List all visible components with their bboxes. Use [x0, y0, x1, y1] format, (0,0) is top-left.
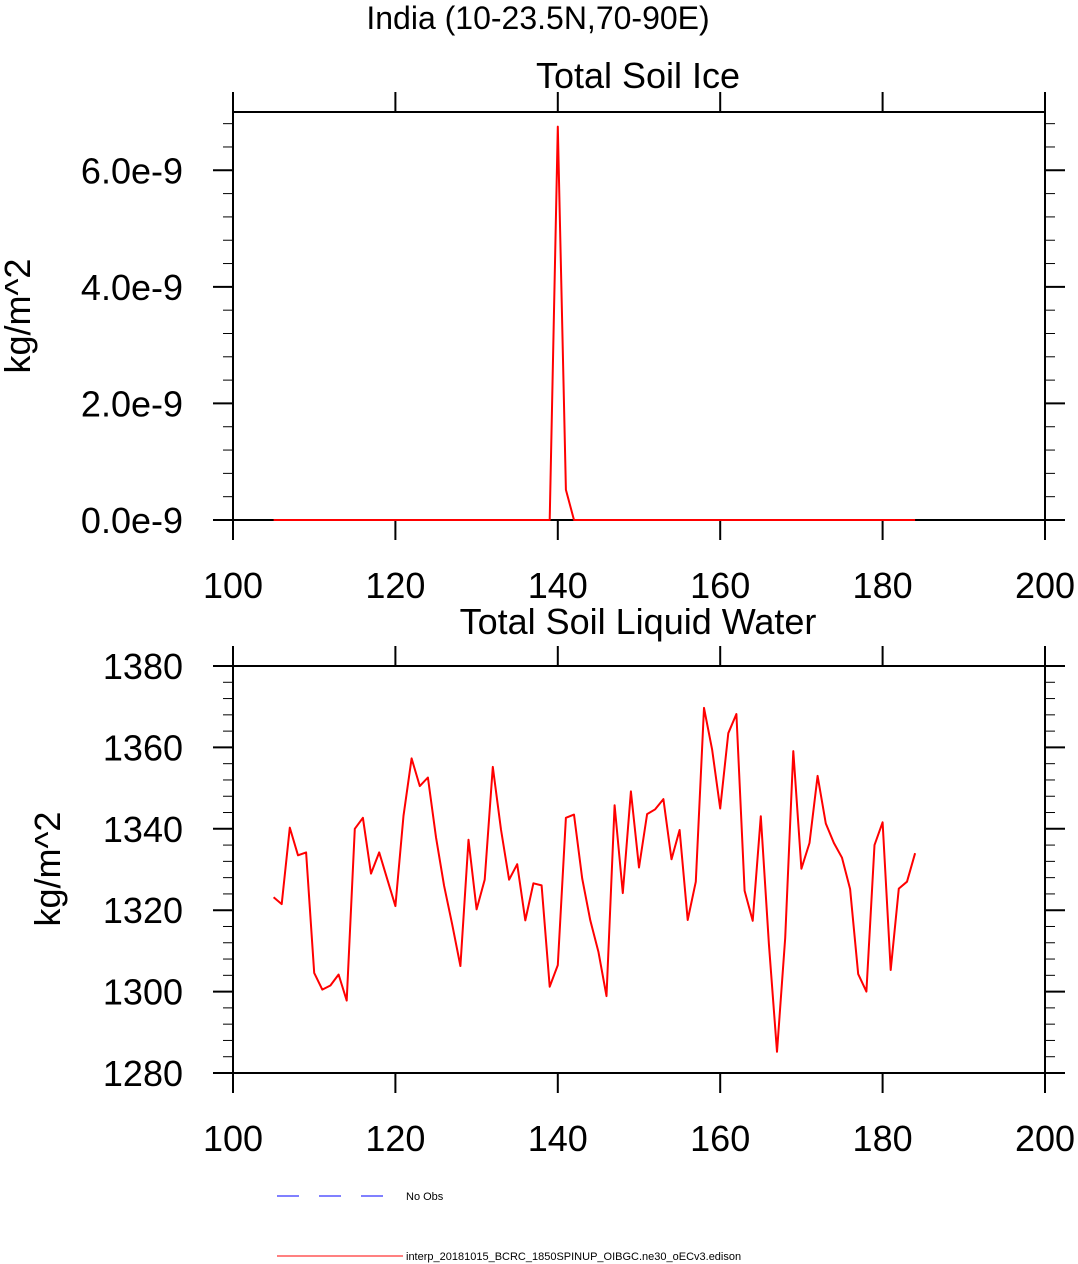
y-tick-label: 1340 [103, 809, 183, 850]
panel-soil-liquid-water: Total Soil Liquid Water 100 120 140 160 180 2… [27, 601, 1075, 1159]
x-tick-label: 200 [1015, 565, 1075, 606]
tick-marks [213, 646, 1065, 1093]
series-line [272, 706, 917, 1053]
x-tick-labels: 100 120 140 160 180 200 [203, 1118, 1075, 1159]
y-tick-labels: 1280 1300 1320 1340 1360 1380 [103, 646, 183, 1094]
legend-item-model-run: interp_20181015_BCRC_1850SPINUP_OIBGC.ne… [277, 1251, 741, 1263]
y-tick-label: 1280 [103, 1053, 183, 1094]
y-tick-label: 1360 [103, 727, 183, 768]
series-line [273, 125, 916, 521]
plot-frame [232, 111, 1046, 521]
y-tick-label: 0.0e-9 [81, 500, 183, 541]
y-tick-label: 1320 [103, 890, 183, 931]
y-tick-label: 1380 [103, 646, 183, 687]
y-tick-label: 2.0e-9 [81, 383, 183, 424]
panel-soil-ice: Total Soil Ice 100 120 140 160 180 200 0.0e-9… [0, 55, 1075, 606]
y-axis-label: kg/m^2 [0, 259, 38, 374]
legend: No Obs interp_20181015_BCRC_1850SPINUP_O… [277, 1191, 741, 1263]
x-tick-label: 100 [203, 1118, 263, 1159]
x-tick-label: 200 [1015, 1118, 1075, 1159]
x-tick-label: 160 [690, 1118, 750, 1159]
x-tick-label: 140 [528, 1118, 588, 1159]
legend-label: No Obs [406, 1191, 444, 1203]
tick-marks [213, 92, 1065, 540]
panel-title: Total Soil Ice [536, 55, 740, 96]
legend-item-no-obs: No Obs [277, 1191, 444, 1203]
x-tick-labels: 100 120 140 160 180 200 [203, 565, 1075, 606]
legend-label: interp_20181015_BCRC_1850SPINUP_OIBGC.ne… [406, 1251, 741, 1263]
x-tick-label: 180 [853, 1118, 913, 1159]
figure-suptitle: India (10-23.5N,70-90E) [366, 0, 709, 36]
x-tick-label: 120 [365, 565, 425, 606]
panel-title: Total Soil Liquid Water [460, 601, 817, 642]
x-tick-label: 100 [203, 565, 263, 606]
series-group [273, 125, 916, 521]
y-tick-label: 1300 [103, 972, 183, 1013]
y-tick-labels: 0.0e-9 2.0e-9 4.0e-9 6.0e-9 [81, 150, 183, 541]
series-group [272, 706, 917, 1053]
y-tick-label: 4.0e-9 [81, 267, 183, 308]
x-tick-label: 120 [365, 1118, 425, 1159]
plot-frame [232, 665, 1046, 1074]
x-tick-label: 140 [528, 565, 588, 606]
y-axis-label: kg/m^2 [27, 812, 68, 927]
y-tick-label: 6.0e-9 [81, 150, 183, 191]
x-tick-label: 180 [853, 565, 913, 606]
x-tick-label: 160 [690, 565, 750, 606]
